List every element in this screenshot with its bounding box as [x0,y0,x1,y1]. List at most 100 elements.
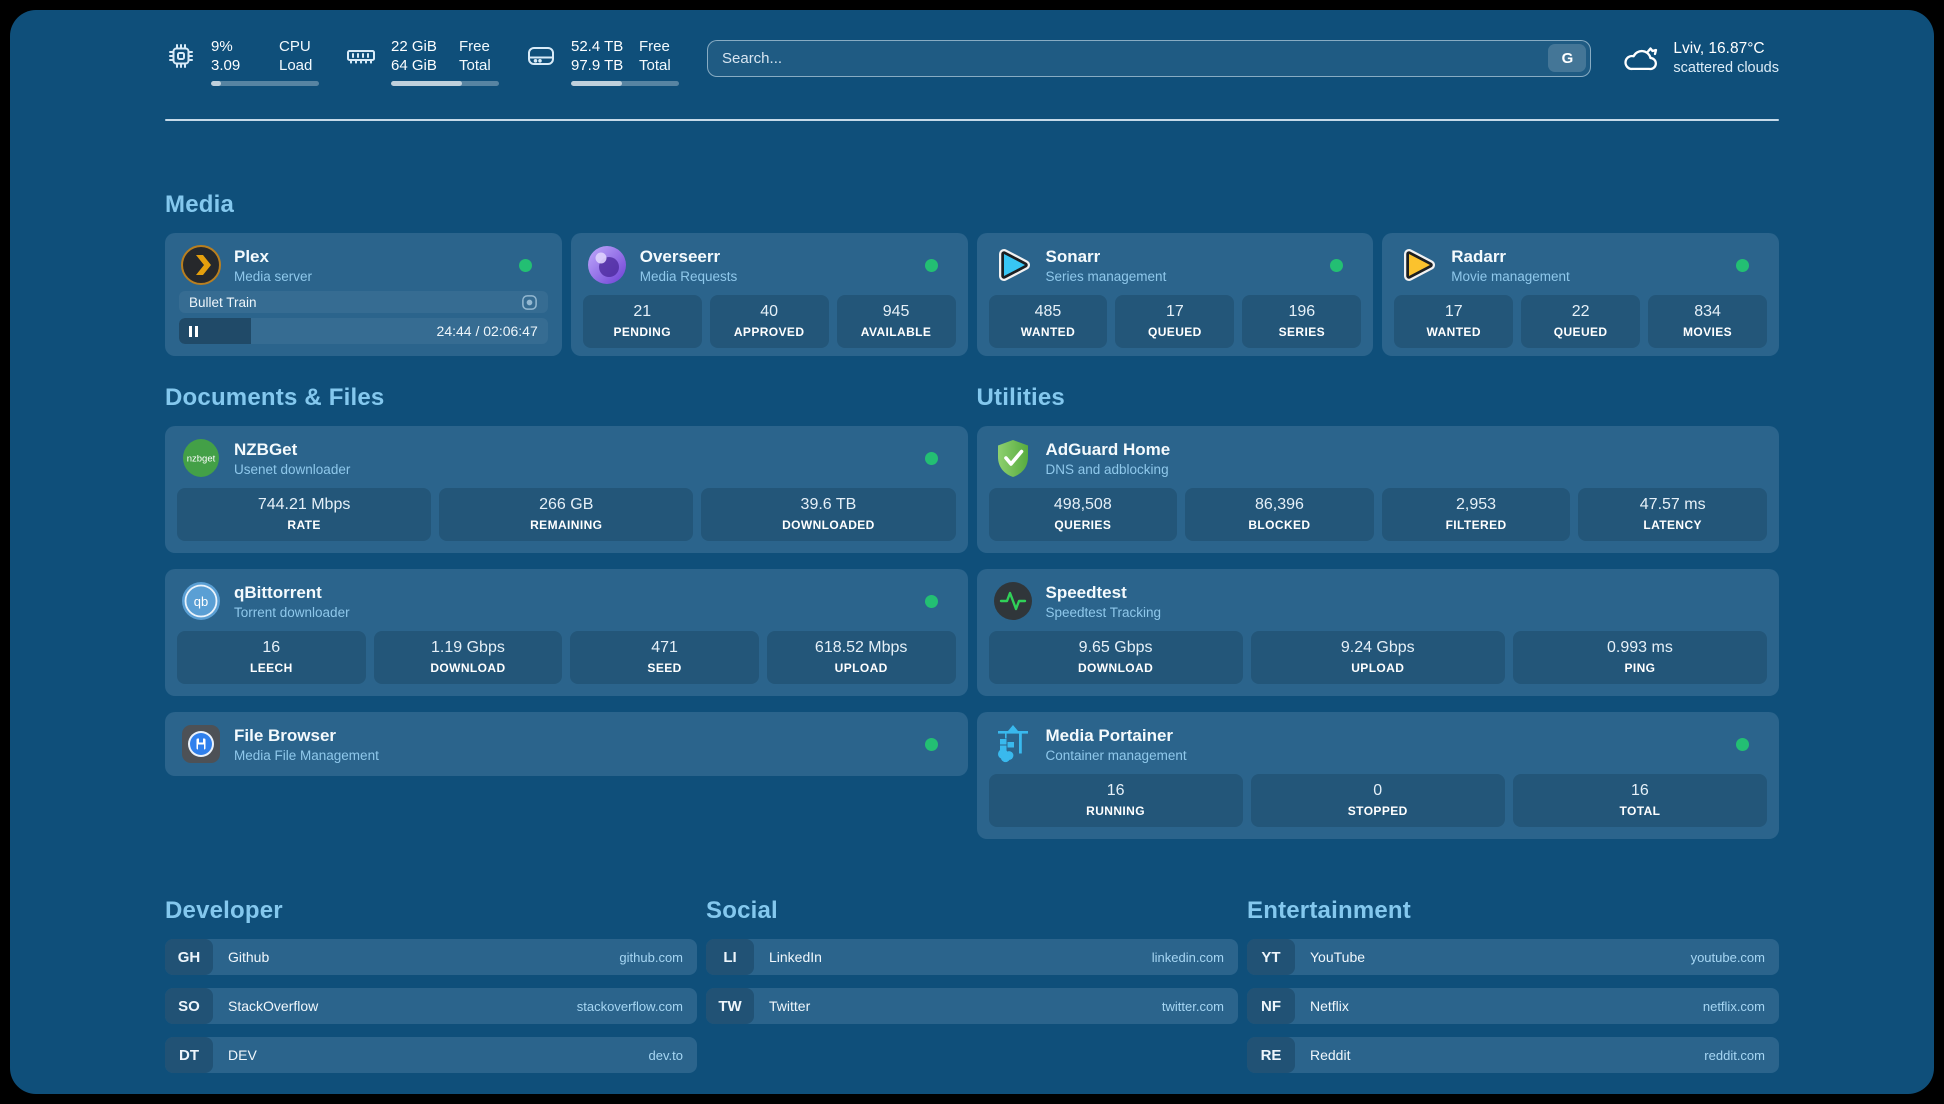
bookmark-youtube[interactable]: YT YouTube youtube.com [1247,939,1779,975]
plex-now-playing: Bullet Train 24:44 / 02:06:4 [165,291,562,356]
stat-approved: 40 APPROVED [709,295,829,348]
bookmark-reddit[interactable]: RE Reddit reddit.com [1247,1037,1779,1073]
service-card-filebrowser[interactable]: File Browser Media File Management [165,712,968,776]
stat-download: 9.65 Gbps DOWNLOAD [988,631,1243,684]
bookmark-name: DEV [228,1047,257,1063]
bookmark-abbr: SO [165,988,213,1024]
cpu-percent: 9% [211,37,233,55]
stat-queued: 17 QUEUED [1115,295,1235,348]
status-dot [924,594,938,608]
service-title: Radarr [1451,246,1507,266]
status-dot [518,258,532,272]
service-card-portainer[interactable]: Media Portainer Container management 16 … [976,712,1779,839]
stat-leech: 16 LEECH [177,631,366,684]
stat-download: 1.19 Gbps DOWNLOAD [373,631,563,684]
bookmark-linkedin[interactable]: LI LinkedIn linkedin.com [706,939,1238,975]
bookmark-dev[interactable]: DT DEV dev.to [165,1037,697,1073]
service-card-speedtest[interactable]: Speedtest Speedtest Tracking 9.65 Gbps D… [976,569,1779,696]
bookmark-stackoverflow[interactable]: SO StackOverflow stackoverflow.com [165,988,697,1024]
bookmark-abbr: GH [165,939,213,975]
service-card-adguard[interactable]: AdGuard Home DNS and adblocking 498,508 … [976,426,1779,553]
memory-labels: Free Total [459,37,491,74]
bookmark-github[interactable]: GH Github github.com [165,939,697,975]
portainer-icon [993,724,1033,764]
bookmark-domain: dev.to [648,1047,683,1063]
playback-progress-bar[interactable]: 24:44 / 02:06:47 [179,318,548,344]
section-media: Media Plex Media server [165,191,1779,356]
stat-downloaded: 39.6 TB DOWNLOADED [701,488,956,541]
bookmark-name: Github [228,949,270,965]
cpu-chip-icon [165,40,197,72]
status-dot [1736,737,1749,751]
qbittorrent-icon: qb [181,581,221,621]
cast-icon[interactable] [521,294,538,311]
service-card-radarr[interactable]: Radarr Movie management 17 WANTED 22 QUE… [1382,233,1779,356]
bookmark-abbr: YT [1247,939,1295,975]
disk-total: 97.9 TB [571,56,624,74]
adguard-icon [993,438,1033,478]
section-title-social: Social [706,897,778,924]
bookmarks-developer: Developer GH Github github.com SO StackO… [165,897,697,1073]
service-card-sonarr[interactable]: Sonarr Series management 485 WANTED 17 Q… [976,233,1374,356]
stat-pending: 21 PENDING [582,295,702,348]
disk-free: 52.4 TB [571,37,624,55]
plex-icon [181,245,221,285]
stat-queued: 22 QUEUED [1521,295,1641,348]
section-documents: Documents & Files nzbget NZBGet Usenet d… [165,384,968,839]
service-subtitle: Speedtest Tracking [1045,604,1162,620]
service-card-plex[interactable]: Plex Media server Bullet Train [165,233,562,356]
service-title: AdGuard Home [1045,439,1171,459]
stat-upload: 618.52 Mbps UPLOAD [766,631,956,684]
bookmarks-entertainment: Entertainment YT YouTube youtube.com NF … [1247,897,1779,1073]
service-card-qbittorrent[interactable]: qb qBittorrent Torrent downloader 16 LEE… [165,569,968,696]
bookmark-abbr: RE [1247,1037,1295,1073]
service-title: Media Portainer [1045,725,1174,745]
weather-location-temp: Lviv, 16.87°C [1673,39,1765,57]
memory-total: 64 GiB [391,56,437,74]
service-subtitle: Torrent downloader [234,604,350,620]
cpu-load-value: 3.09 [211,56,241,74]
system-stats: 9% 3.09 CPU Load [165,37,679,86]
pause-button[interactable] [189,325,198,337]
bookmark-netflix[interactable]: NF Netflix netflix.com [1247,988,1779,1024]
bookmark-name: Reddit [1310,1047,1351,1063]
status-dot [924,258,938,272]
bookmark-abbr: DT [165,1037,213,1073]
bookmark-domain: twitter.com [1161,998,1224,1014]
cloud-icon [1621,42,1661,74]
bookmark-domain: linkedin.com [1151,949,1224,965]
service-title: Plex [234,246,269,266]
disk-widget: 52.4 TB 97.9 TB Free Total [525,37,679,86]
status-dot [1736,258,1749,272]
cpu-progress-bar [211,80,319,86]
disk-labels: Free Total [639,37,671,74]
service-subtitle: Media server [234,268,313,284]
cpu-labels: CPU Load [279,37,313,74]
svg-text:nzbget: nzbget [187,454,216,465]
stat-total: 16 TOTAL [1512,774,1768,827]
stat-queries: 498,508 QUERIES [988,488,1178,541]
nzbget-icon: nzbget [181,438,221,478]
bookmark-domain: netflix.com [1702,998,1765,1014]
search-engine-button[interactable]: G [1548,44,1587,72]
bookmark-name: LinkedIn [769,949,822,965]
service-card-overseerr[interactable]: Overseerr Media Requests 21 PENDING 40 A… [570,233,968,356]
playback-time: 24:44 / 02:06:47 [436,323,538,339]
service-subtitle: Movie management [1451,268,1570,284]
service-card-nzbget[interactable]: nzbget NZBGet Usenet downloader 744.21 M… [165,426,968,553]
search-input[interactable] [708,49,1591,67]
top-bar: 9% 3.09 CPU Load [165,33,1779,89]
memory-values: 22 GiB 64 GiB [391,37,445,75]
stat-latency: 47.57 ms LATENCY [1578,488,1767,541]
bookmark-twitter[interactable]: TW Twitter twitter.com [706,988,1238,1024]
radarr-icon [1398,245,1438,285]
service-title: File Browser [234,725,337,745]
service-title: qBittorrent [234,582,322,602]
stat-ping: 0.993 ms PING [1512,631,1768,684]
service-title: Overseerr [639,246,721,266]
memory-free: 22 GiB [391,37,437,55]
service-subtitle: Usenet downloader [234,461,351,477]
search-bar: G [707,39,1592,77]
memory-widget: 22 GiB 64 GiB Free Total [345,37,499,86]
stat-stopped: 0 STOPPED [1250,774,1505,827]
